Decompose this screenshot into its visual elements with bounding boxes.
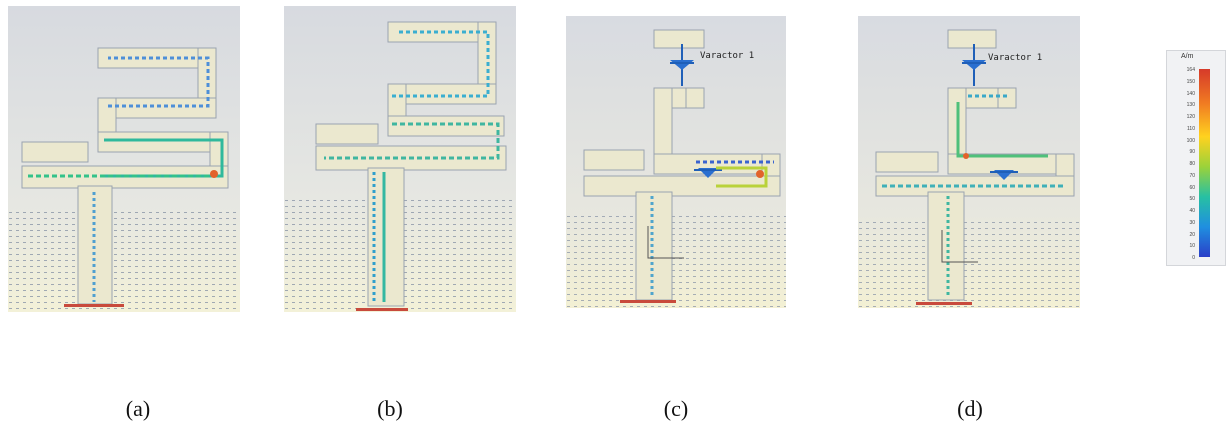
- legend-tick-label: 0: [1192, 255, 1195, 261]
- caption-c: (c): [663, 396, 689, 421]
- legend-tick-label: 130: [1186, 102, 1195, 109]
- antenna-trace: [583, 29, 781, 301]
- legend-color-bar: [1199, 69, 1210, 257]
- legend-tick-label: 20: [1189, 231, 1195, 238]
- max-current-marker: [210, 170, 218, 178]
- panel-a-current-plot: [8, 6, 240, 312]
- legend-tick-label: 140: [1186, 90, 1195, 97]
- varactor-2-symbol: [694, 168, 722, 178]
- max-current-marker: [756, 170, 764, 178]
- current-arrows: [324, 30, 500, 302]
- caption-a: (a): [125, 396, 151, 421]
- legend-tick-label: 100: [1186, 137, 1195, 144]
- legend-tick-label: 10: [1189, 243, 1195, 250]
- max-current-marker: [963, 153, 969, 159]
- legend-tick-label: 164: [1186, 67, 1195, 73]
- ground-plane: [566, 212, 786, 308]
- current-density-legend: A/m 164 150 140 130 120 110 100 90 80 70 60 50 40 30 2…: [1166, 50, 1226, 266]
- feed-port: [64, 304, 124, 307]
- ground-plane: [858, 218, 1080, 308]
- caption-d: (d): [957, 396, 983, 421]
- current-arrows: [647, 160, 774, 296]
- legend-tick-label: 150: [1186, 78, 1195, 85]
- legend-tick-label: 60: [1189, 184, 1195, 191]
- panel-b-current-plot: [284, 6, 516, 312]
- legend-tick-label: 120: [1186, 114, 1195, 120]
- varactor-1-symbol: [962, 44, 986, 86]
- panel-d: Varactor 1: [858, 16, 1080, 308]
- panel-a: [8, 6, 240, 312]
- feed-port: [620, 300, 676, 303]
- legend-tick-label: 30: [1189, 219, 1195, 226]
- legend-unit: A/m: [1181, 53, 1194, 60]
- feed-port: [356, 308, 408, 311]
- panel-c-current-plot: Varactor 1: [566, 16, 786, 308]
- caption-b: (b): [377, 396, 403, 421]
- legend-tick-label: 90: [1189, 149, 1195, 156]
- legend-tick-label: 70: [1189, 172, 1195, 179]
- legend-tick-label: 110: [1187, 125, 1195, 132]
- current-arrows: [882, 94, 1066, 296]
- panel-c: Varactor 1: [566, 16, 786, 308]
- varactor-1-symbol: [670, 44, 694, 86]
- ground-plane: [8, 210, 240, 312]
- feed-port: [916, 302, 972, 305]
- legend-tick-label: 80: [1189, 161, 1195, 167]
- antenna-trace: [875, 29, 1075, 301]
- panel-d-current-plot: Varactor 1: [858, 16, 1080, 308]
- legend-tick-label: 50: [1189, 196, 1195, 203]
- panel-b: [284, 6, 516, 312]
- varactor-label: Varactor 1: [988, 53, 1042, 63]
- varactor-label: Varactor 1: [700, 51, 754, 61]
- current-arrows: [28, 56, 224, 302]
- varactor-2-symbol: [990, 170, 1018, 180]
- legend-tick-label: 40: [1189, 208, 1195, 214]
